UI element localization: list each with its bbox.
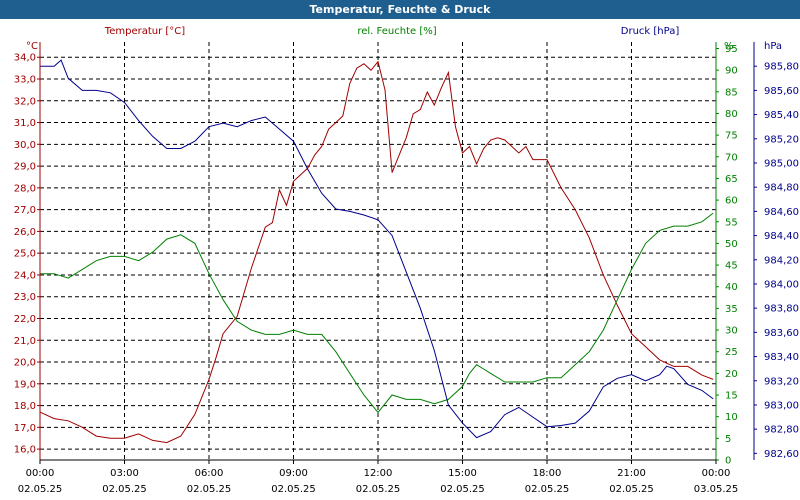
humidity-tick-label: 75 <box>725 131 738 142</box>
x-tick-date-label: 03.05.25 <box>694 484 739 495</box>
left-tick-label: 25,0 <box>14 249 36 260</box>
left-tick-label: 19,0 <box>14 379 36 390</box>
grid-lines <box>40 42 716 460</box>
x-tick-time-label: 18:00 <box>533 468 562 479</box>
humidity-tick-label: 15 <box>725 391 738 402</box>
left-tick-label: 33,0 <box>14 75 36 86</box>
x-tick-date-label: 02.05.25 <box>356 484 401 495</box>
humidity-tick-label: 5 <box>725 434 731 445</box>
humidity-tick-label: 25 <box>725 347 738 358</box>
humidity-tick-label: 45 <box>725 261 738 272</box>
pressure-tick-label: 983,40 <box>764 352 799 363</box>
left-tick-label: 26,0 <box>14 227 36 238</box>
left-tick-label: 32,0 <box>14 96 36 107</box>
series-line <box>39 60 714 444</box>
pressure-tick-label: 985,60 <box>764 86 799 97</box>
pressure-tick-label: 984,80 <box>764 183 799 194</box>
axis-labels: 16,0 17,0 18,0 19,0 20,0 21,0 22,0 23,0 24,0 25,0… <box>14 26 799 495</box>
x-tick-time-label: 00:00 <box>702 468 731 479</box>
series-name-label: Temperatur [°C] <box>104 26 185 37</box>
humidity-tick-label: 60 <box>725 196 738 207</box>
humidity-tick-label: 0 <box>725 456 731 467</box>
x-tick-date-label: 02.05.25 <box>440 484 485 495</box>
x-tick-time-label: 09:00 <box>279 468 308 479</box>
left-tick-label: 30,0 <box>14 140 36 151</box>
left-tick-label: 24,0 <box>14 270 36 281</box>
left-tick-label: 20,0 <box>14 358 36 369</box>
pressure-tick-label: 982,80 <box>764 425 799 436</box>
left-tick-label: 23,0 <box>14 292 36 303</box>
series-lines <box>39 59 714 444</box>
humidity-tick-label: 90 <box>725 66 738 77</box>
left-tick-label: 16,0 <box>14 445 36 456</box>
pressure-tick-label: 985,20 <box>764 134 799 145</box>
left-tick-label: 31,0 <box>14 118 36 129</box>
pressure-unit-label: hPa <box>764 41 782 52</box>
left-tick-label: 34,0 <box>14 53 36 64</box>
left-unit-label: °C <box>26 41 38 52</box>
x-tick-date-label: 02.05.25 <box>525 484 570 495</box>
pressure-tick-label: 984,40 <box>764 231 799 242</box>
x-tick-time-label: 06:00 <box>195 468 224 479</box>
humidity-tick-label: 70 <box>725 152 738 163</box>
series-line <box>40 212 714 414</box>
left-tick-label: 21,0 <box>14 336 36 347</box>
humidity-tick-label: 40 <box>725 282 738 293</box>
x-tick-date-label: 02.05.25 <box>18 484 63 495</box>
humidity-tick-label: 10 <box>725 412 738 423</box>
humidity-tick-label: 20 <box>725 369 738 380</box>
pressure-tick-label: 984,60 <box>764 207 799 218</box>
pressure-tick-label: 985,40 <box>764 110 799 121</box>
humidity-tick-label: 85 <box>725 87 738 98</box>
humidity-tick-label: 95 <box>725 44 738 55</box>
window-title-bar: Temperatur, Feuchte & Druck <box>0 0 800 19</box>
pressure-tick-label: 983,20 <box>764 376 799 387</box>
x-tick-time-label: 15:00 <box>448 468 477 479</box>
pressure-tick-label: 984,20 <box>764 255 799 266</box>
x-tick-time-label: 03:00 <box>110 468 139 479</box>
x-tick-time-label: 12:00 <box>364 468 393 479</box>
x-tick-date-label: 02.05.25 <box>271 484 316 495</box>
left-tick-label: 27,0 <box>14 205 36 216</box>
humidity-tick-label: 50 <box>725 239 738 250</box>
line-chart: 16,0 17,0 18,0 19,0 20,0 21,0 22,0 23,0 24,0 25,0… <box>14 26 799 495</box>
left-tick-label: 28,0 <box>14 183 36 194</box>
humidity-tick-label: 80 <box>725 109 738 120</box>
pressure-tick-label: 982,60 <box>764 449 799 460</box>
pressure-tick-label: 983,80 <box>764 304 799 315</box>
pressure-tick-label: 983,60 <box>764 328 799 339</box>
pressure-tick-label: 984,00 <box>764 279 799 290</box>
series-name-label: Druck [hPa] <box>621 26 680 37</box>
pressure-tick-label: 983,00 <box>764 400 799 411</box>
axes <box>37 42 757 464</box>
humidity-tick-label: 65 <box>725 174 738 185</box>
x-tick-time-label: 21:00 <box>617 468 646 479</box>
humidity-tick-label: 55 <box>725 217 738 228</box>
window-title: Temperatur, Feuchte & Druck <box>309 3 491 16</box>
humidity-tick-label: 30 <box>725 326 738 337</box>
x-tick-date-label: 02.05.25 <box>187 484 232 495</box>
left-tick-label: 18,0 <box>14 401 36 412</box>
series-line <box>40 59 714 439</box>
left-tick-label: 17,0 <box>14 423 36 434</box>
humidity-tick-label: 35 <box>725 304 738 315</box>
series-name-label: rel. Feuchte [%] <box>357 26 436 37</box>
pressure-tick-label: 985,80 <box>764 62 799 73</box>
x-tick-date-label: 02.05.25 <box>102 484 147 495</box>
humidity-unit-label: % <box>724 41 734 52</box>
left-tick-label: 29,0 <box>14 162 36 173</box>
pressure-tick-label: 985,00 <box>764 158 799 169</box>
x-tick-time-label: 00:00 <box>26 468 55 479</box>
x-tick-date-label: 02.05.25 <box>609 484 654 495</box>
left-tick-label: 22,0 <box>14 314 36 325</box>
